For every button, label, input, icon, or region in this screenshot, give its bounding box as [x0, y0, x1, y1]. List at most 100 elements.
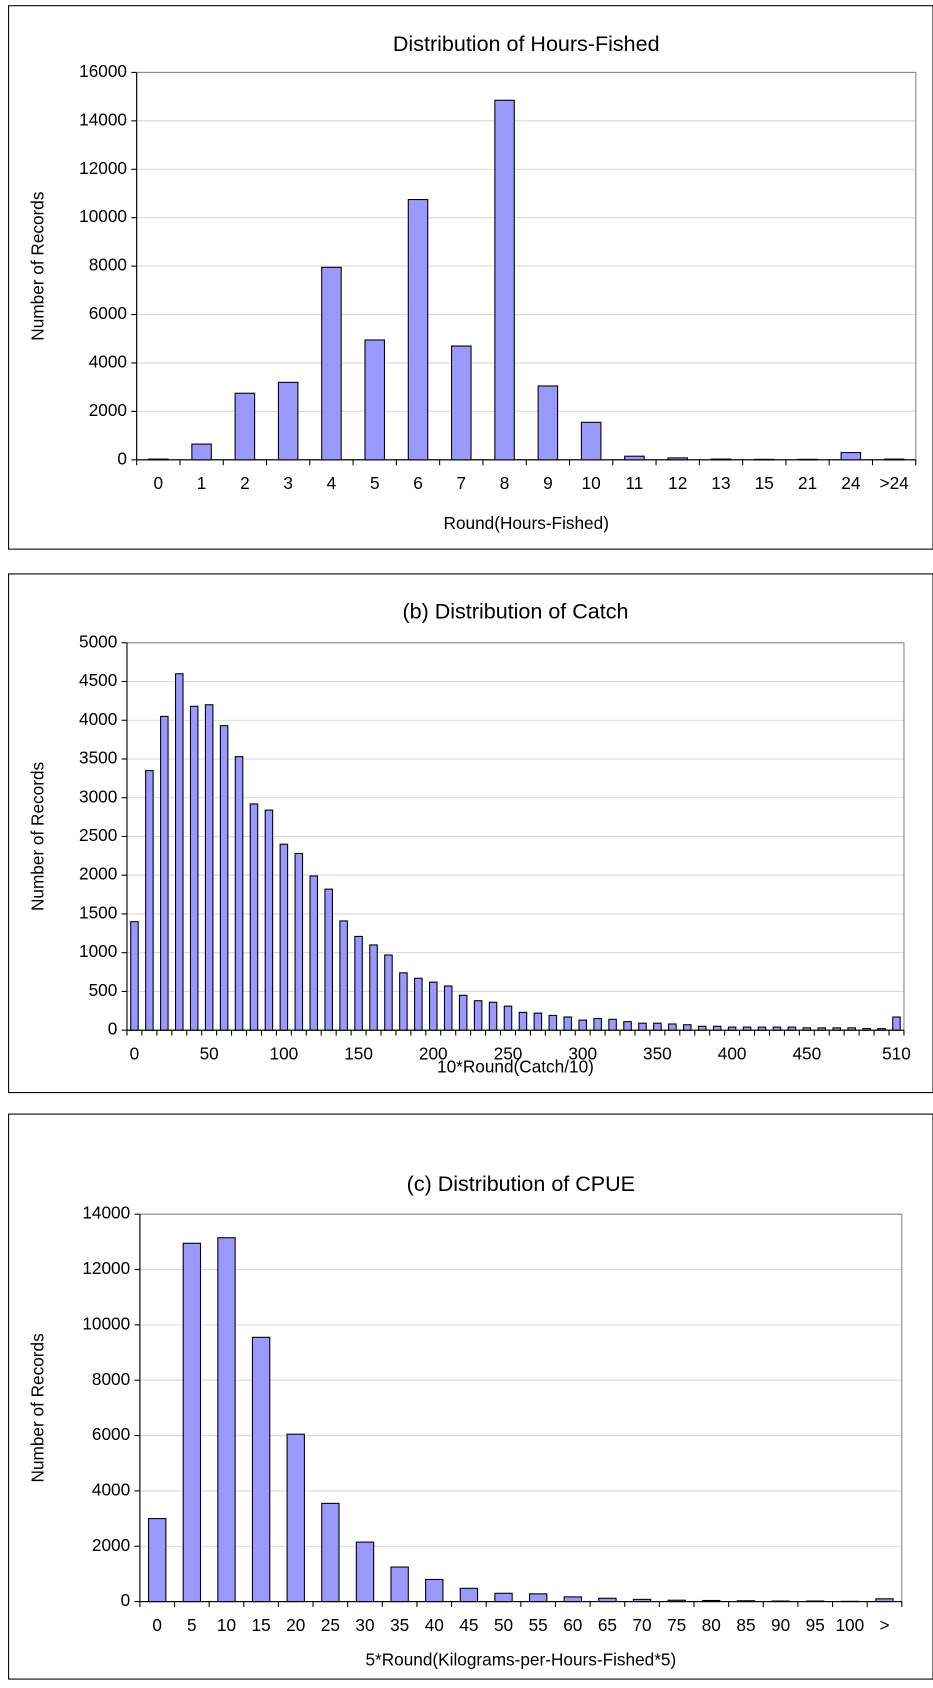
x-axis-label: 5*Round(Kilograms-per-Hours-Fished*5)	[365, 1649, 676, 1669]
x-tick-label: 24	[841, 473, 861, 493]
bar	[369, 944, 378, 1031]
y-tick-label: 1500	[79, 902, 117, 922]
x-tick-label: 200	[419, 1043, 448, 1063]
x-tick-label: 30	[355, 1615, 374, 1635]
bar	[458, 994, 468, 1031]
y-tick-label: 2500	[79, 825, 117, 845]
y-tick-label: 14000	[79, 109, 127, 129]
bar	[399, 972, 408, 1031]
x-tick-label: 45	[459, 1615, 478, 1635]
bar	[697, 1025, 707, 1031]
x-tick-label: 0	[152, 1615, 162, 1635]
bar	[802, 1027, 812, 1031]
y-tick-label: 5000	[79, 631, 117, 651]
x-tick-label: 0	[130, 1043, 140, 1063]
x-tick-label: 15	[252, 1615, 271, 1635]
bar	[563, 1016, 573, 1031]
bar	[488, 1001, 498, 1031]
bar	[451, 345, 472, 461]
bar	[217, 1237, 236, 1603]
x-axis-label: 10*Round(Catch/10)	[437, 1056, 594, 1076]
x-tick-label: 11	[626, 473, 644, 493]
bar	[459, 1587, 479, 1603]
bar	[712, 1025, 722, 1031]
x-tick-label: 250	[494, 1043, 523, 1063]
x-tick-label: 2	[240, 473, 250, 493]
x-tick-label: 100	[270, 1043, 299, 1063]
bar	[175, 673, 184, 1031]
bar	[339, 920, 348, 1031]
chart-title: Distribution of Hours-Fished	[393, 32, 660, 56]
y-tick-label: 10000	[82, 1313, 130, 1333]
x-tick-label: 10	[217, 1615, 236, 1635]
bar	[324, 888, 333, 1031]
bar	[407, 198, 429, 461]
y-axis-label: Number of Records	[27, 1333, 47, 1482]
y-tick-label: 4000	[89, 352, 127, 372]
x-tick-label: 25	[321, 1615, 340, 1635]
x-tick-label: 5	[370, 473, 380, 493]
bar	[286, 1433, 305, 1603]
bar	[425, 1578, 444, 1603]
bar	[277, 381, 299, 461]
bar	[623, 1021, 632, 1031]
bar	[473, 1000, 483, 1031]
bar	[414, 977, 423, 1031]
chart: Distribution of Hours-Fished Round(Hours-…	[8, 5, 933, 550]
x-tick-label: 400	[718, 1043, 747, 1063]
bar	[148, 1518, 167, 1603]
bar	[494, 99, 515, 461]
bar	[771, 1600, 790, 1603]
bar	[429, 981, 438, 1031]
bar	[249, 803, 259, 1031]
bar	[130, 921, 139, 1031]
bar	[191, 443, 212, 461]
x-tick-label: 100	[835, 1615, 864, 1635]
y-axis-label: Number of Records	[27, 192, 47, 341]
bar	[189, 705, 199, 1031]
bar	[563, 1596, 582, 1603]
bar	[234, 756, 244, 1031]
y-tick-label: 4000	[79, 709, 117, 729]
bar	[321, 1502, 340, 1603]
bar	[742, 1026, 752, 1031]
bar	[264, 809, 274, 1031]
bar	[182, 1242, 202, 1603]
chart-title: (c) Distribution of CPUE	[407, 1172, 635, 1196]
y-tick-label: 0	[121, 1590, 131, 1610]
y-tick-label: 8000	[89, 255, 127, 275]
x-tick-label: 90	[771, 1615, 790, 1635]
bar	[580, 421, 602, 461]
bar	[847, 1027, 856, 1031]
bar	[624, 455, 645, 461]
y-tick-label: 1000	[79, 941, 117, 961]
bar	[355, 1541, 375, 1603]
x-tick-label: 95	[806, 1615, 825, 1635]
bar	[354, 935, 363, 1031]
bar	[667, 457, 688, 461]
x-tick-label: 8	[500, 473, 510, 493]
bar	[204, 704, 214, 1031]
bar	[593, 1018, 602, 1031]
bar	[787, 1026, 797, 1031]
y-tick-label: 3000	[79, 786, 117, 806]
bar	[578, 1019, 587, 1031]
bar	[598, 1597, 617, 1603]
bar	[548, 1014, 558, 1031]
y-tick-label: 16000	[79, 61, 127, 81]
bar	[638, 1022, 647, 1031]
bar	[251, 1336, 271, 1603]
bar	[494, 1592, 513, 1603]
bar	[632, 1598, 652, 1603]
y-tick-label: 14000	[82, 1203, 130, 1223]
bar	[757, 1026, 767, 1031]
x-tick-label: 15	[755, 473, 774, 493]
bar	[364, 339, 386, 461]
x-axis-label: Round(Hours-Fished)	[444, 513, 609, 533]
y-tick-label: 500	[89, 980, 118, 1000]
bar	[667, 1599, 686, 1603]
x-tick-label: 9	[543, 473, 553, 493]
bar	[234, 392, 256, 461]
y-tick-label: 0	[117, 448, 127, 468]
bar	[772, 1026, 782, 1031]
